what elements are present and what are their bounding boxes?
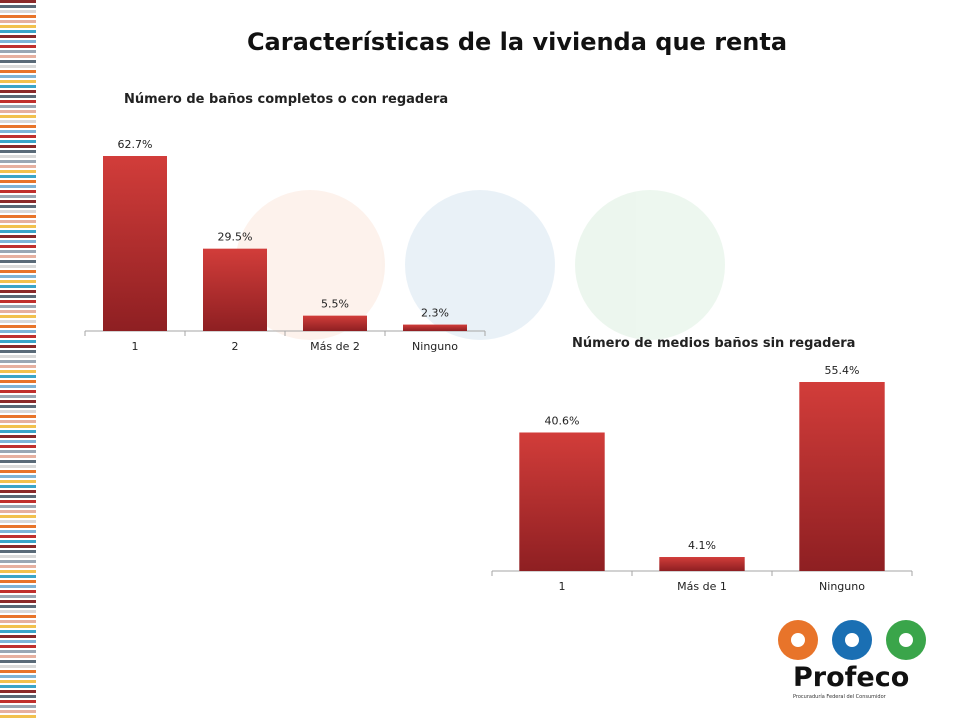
half-bathrooms-bar [799,382,885,571]
half-bathrooms-bar [659,557,745,571]
profeco-logo [778,620,926,660]
chart-title-half-bathrooms: Número de medios baños sin regadera [572,336,856,351]
full-bathrooms-category-label: 2 [232,340,239,353]
chart-title-full-bathrooms: Número de baños completos o con regadera [124,92,449,107]
half-bathrooms-value-label: 55.4% [825,364,860,377]
full-bathrooms-value-label: 2.3% [421,307,449,320]
half-bathrooms-category-label: Más de 1 [677,580,727,593]
full-bathrooms-bar [103,156,167,331]
half-bathrooms-value-label: 40.6% [545,414,580,427]
full-bathrooms-value-label: 29.5% [218,231,253,244]
full-bathrooms-bar [203,248,267,331]
profeco-watermark [235,190,725,340]
half-bathrooms-value-label: 4.1% [688,539,716,552]
full-bathrooms-category-label: Más de 2 [310,340,360,353]
page-title: Características de la vivienda que renta [246,28,788,56]
half-bathrooms-category-label: 1 [559,580,566,593]
logo-subtitle: Procuraduría Federal del Consumidor [793,694,886,700]
full-bathrooms-category-label: 1 [132,340,139,353]
full-bathrooms-value-label: 62.7% [118,138,153,151]
half-bathrooms-bar [519,432,605,571]
full-bathrooms-bar [303,315,367,331]
full-bathrooms-bar [403,324,467,331]
half-bathrooms-category-label: Ninguno [819,580,865,593]
decorative-side-stripes [0,0,36,718]
full-bathrooms-category-label: Ninguno [412,340,458,353]
full-bathrooms-value-label: 5.5% [321,298,349,311]
logo-wordmark: Profeco [793,662,910,693]
